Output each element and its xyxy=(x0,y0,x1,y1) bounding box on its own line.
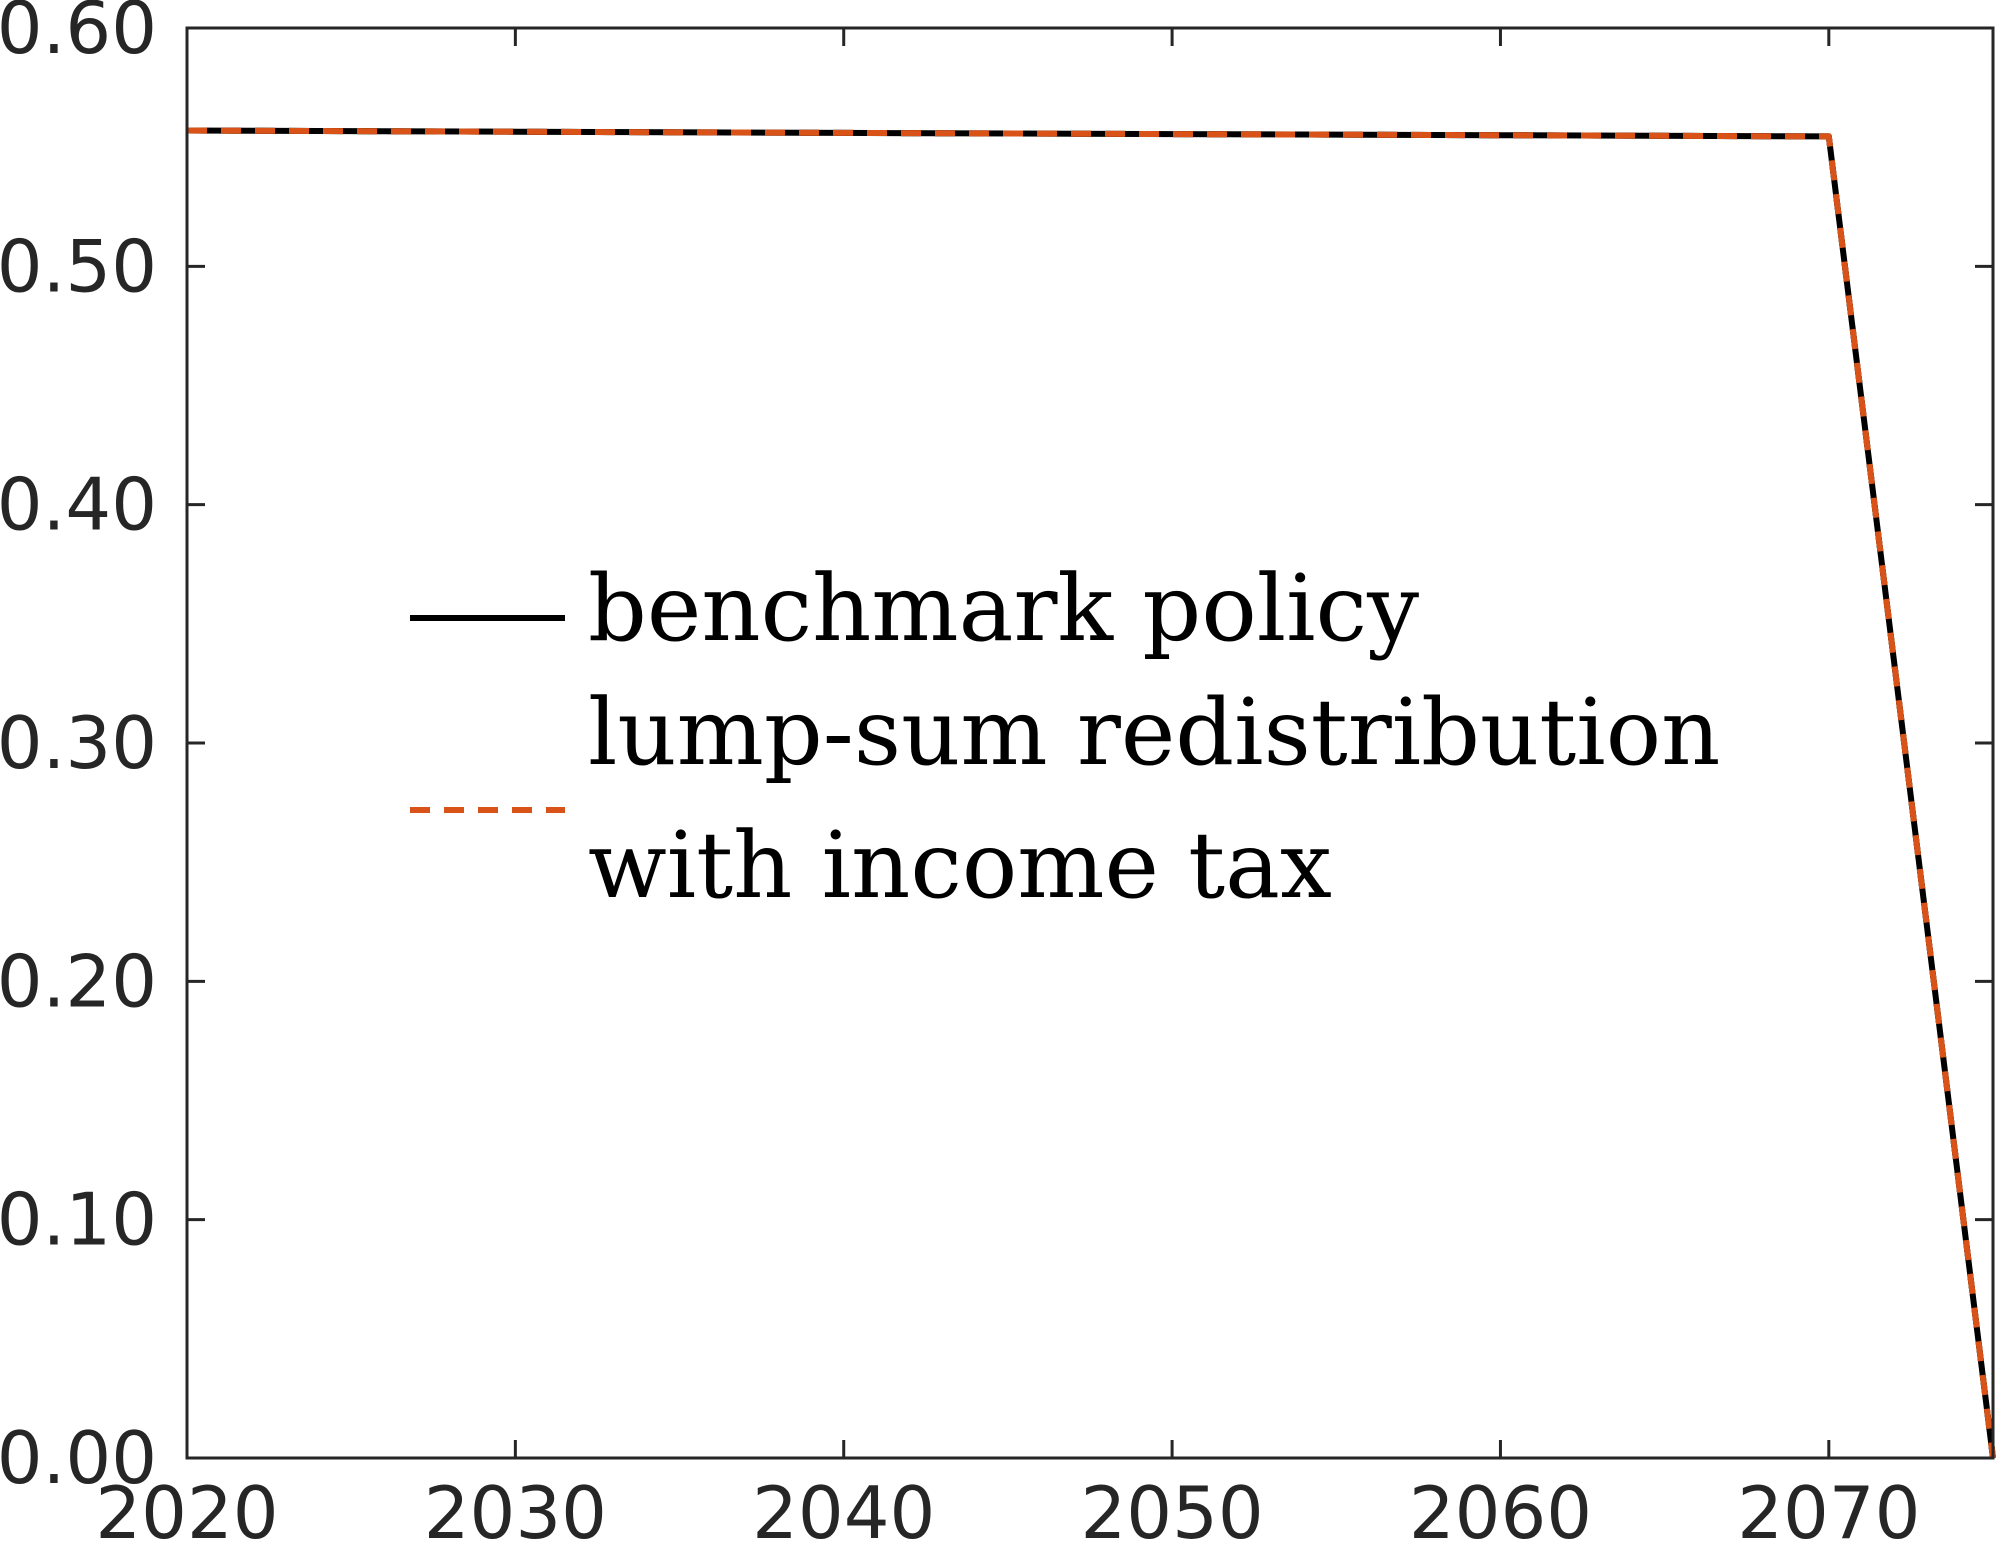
legend-label-3: with income tax xyxy=(588,812,1332,919)
legend-label-1: benchmark policy xyxy=(588,555,1419,662)
y-tick-label: 0.20 xyxy=(0,939,157,1023)
y-tick-label: 0.30 xyxy=(0,701,157,785)
x-tick-label: 2020 xyxy=(95,1471,278,1554)
y-tick-label: 0.50 xyxy=(0,224,157,308)
x-tick-label: 2070 xyxy=(1737,1471,1920,1554)
x-tick-label: 2030 xyxy=(424,1471,607,1554)
y-tick-label: 0.00 xyxy=(0,1416,157,1500)
series-line-with-income-tax xyxy=(186,127,1996,1459)
y-tick-label: 0.40 xyxy=(0,463,157,547)
x-tick-label: 2040 xyxy=(752,1471,935,1554)
y-tick-label: 0.10 xyxy=(0,1178,157,1262)
x-tick-label: 2060 xyxy=(1409,1471,1592,1554)
x-tick-label: 2050 xyxy=(1080,1471,1263,1554)
legend-label-2: lump-sum redistribution xyxy=(588,679,1720,786)
y-tick-label: 0.60 xyxy=(0,0,157,70)
legend: benchmark policy lump-sum redistribution w… xyxy=(410,555,1720,919)
series-layer xyxy=(186,127,1996,1459)
